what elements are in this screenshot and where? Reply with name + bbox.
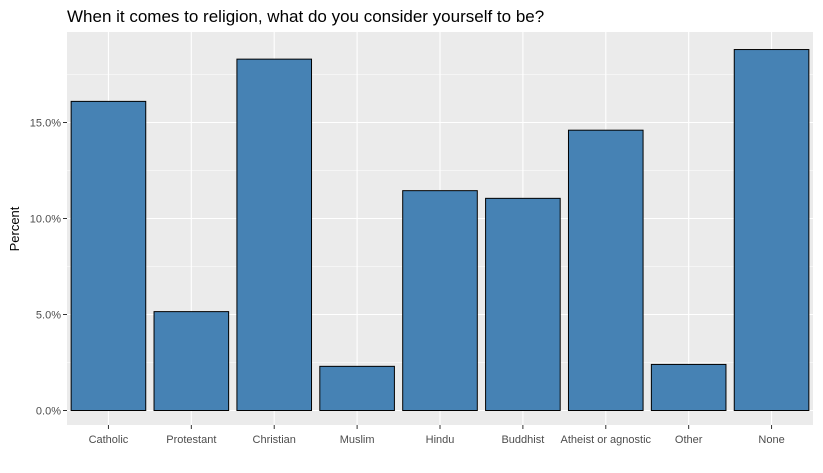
bar-none [734, 50, 809, 411]
bar-christian [237, 59, 312, 410]
x-tick-label: None [758, 434, 784, 446]
bar-catholic [71, 101, 146, 410]
bar-other [651, 364, 726, 410]
x-tick-label: Buddhist [501, 434, 544, 446]
y-axis: 0.0% 5.0% 10.0% 15.0% [30, 118, 67, 418]
y-tick-label: 5.0% [36, 310, 61, 322]
bar-buddhist [486, 198, 561, 410]
bar-protestant [154, 312, 229, 411]
x-tick-label: Catholic [89, 434, 129, 446]
x-tick-label: Muslim [340, 434, 375, 446]
x-axis: Catholic Protestant Christian Muslim Hindu Bu… [89, 425, 785, 446]
x-tick-label: Atheist or agnostic [561, 434, 652, 446]
y-axis-label: Percent [7, 206, 22, 251]
y-tick-label: 10.0% [30, 214, 61, 226]
bar-muslim [320, 366, 395, 410]
chart-title: When it comes to religion, what do you c… [67, 7, 544, 26]
x-tick-label: Hindu [426, 434, 455, 446]
y-tick-label: 0.0% [36, 406, 61, 418]
x-tick-label: Protestant [166, 434, 216, 446]
bar-atheist-or-agnostic [568, 130, 643, 410]
bar-hindu [403, 191, 478, 411]
x-tick-label: Other [675, 434, 703, 446]
y-tick-label: 15.0% [30, 118, 61, 130]
x-tick-label: Christian [253, 434, 296, 446]
